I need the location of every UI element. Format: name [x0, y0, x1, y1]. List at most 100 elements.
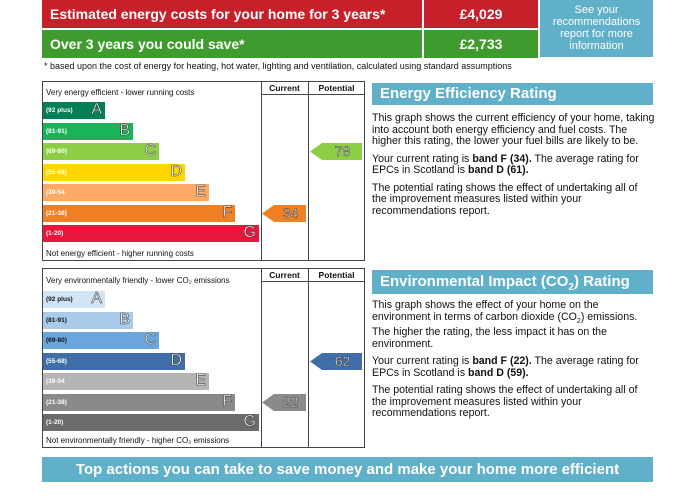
energy-panel-para3: The potential rating shows the effect of… — [372, 181, 638, 217]
band-letter: E — [195, 183, 206, 201]
band-c: (69-80) C — [43, 142, 159, 160]
band-range-label: (1-20) — [46, 230, 64, 237]
band-range-label: (1-20) — [46, 419, 64, 426]
energy-current-header: Current — [269, 83, 300, 93]
energy-panel-body: This graph shows the current efficiency … — [372, 112, 655, 223]
band-letter: G — [243, 413, 256, 431]
energy-potential-header: Potential — [318, 83, 355, 93]
energy-average-band: band D (61). — [467, 164, 529, 176]
band-f: (21-38) F — [43, 392, 235, 411]
band-a: (92 plus) A — [43, 290, 105, 308]
potential-rating-arrow: 78 — [310, 143, 362, 160]
band-g: (1-20) G — [43, 413, 259, 431]
env-panel-heading: Environmental Impact (CO2) Rating — [372, 270, 653, 294]
top-actions-heading: Top actions you can take to save money a… — [42, 457, 653, 482]
energy-panel-heading: Energy Efficiency Rating — [372, 83, 653, 105]
band-a: (92 plus) A — [43, 101, 105, 119]
band-c: (69-80) C — [43, 331, 159, 349]
band-f: (21-38) F — [43, 203, 235, 222]
env-heading-post: ) Rating — [573, 273, 630, 290]
band-g: (1-20) G — [43, 224, 259, 242]
energy-para2-text: Your current rating is — [372, 152, 473, 165]
env-bottom-caption: Not environmentally friendly - higher CO… — [46, 436, 230, 445]
cost-footnote: * based upon the cost of energy for heat… — [44, 61, 512, 71]
band-range-label: (92 plus) — [46, 107, 73, 114]
band-range-label: (92 plus) — [46, 296, 73, 303]
env-chart-divider-2 — [308, 268, 309, 448]
band-e: (39-54 E — [43, 372, 209, 390]
band-range-label: (39-54 — [46, 189, 65, 196]
band-letter: D — [170, 351, 182, 369]
energy-rating-chart — [42, 81, 365, 261]
env-chart-divider-1 — [261, 268, 262, 448]
band-letter: B — [119, 310, 130, 328]
env-para2-mid: The average rating for EPCs in Scotland … — [372, 355, 639, 379]
env-current-header: Current — [269, 270, 300, 280]
energy-panel-para2: Your current rating is band F (34). The … — [372, 152, 655, 177]
cost-row-savings: Over 3 years you could save* £2,733 — [42, 30, 538, 58]
env-para1-pre: This graph shows the effect of your home… — [372, 299, 599, 323]
recommendations-note: See your recommendations report for more… — [540, 0, 653, 57]
env-heading-sub: 2 — [568, 282, 574, 293]
energy-chart-divider-1 — [261, 81, 262, 261]
band-b: (81-91) B — [43, 121, 133, 140]
env-chart-header-line — [261, 281, 365, 282]
band-letter: C — [144, 331, 156, 349]
env-top-caption: Very environmentally friendly - lower CO… — [46, 276, 230, 285]
potential-arrow-polygon — [310, 352, 362, 370]
band-letter: F — [222, 392, 232, 410]
band-letter: B — [119, 121, 130, 139]
env-para2-text: Your current rating is — [372, 355, 473, 368]
potential-arrow-polygon — [310, 143, 362, 160]
energy-top-caption: Very energy efficient - lower running co… — [46, 88, 195, 97]
band-e: (39-54 E — [43, 183, 209, 201]
env-current-band: band F (22). — [472, 355, 532, 368]
savings-label: Over 3 years you could save* — [42, 30, 422, 58]
current-arrow-shape — [262, 204, 306, 222]
potential-rating-value: 62 — [334, 352, 351, 369]
band-range-label: (55-68) — [46, 168, 67, 176]
current-arrow-shape — [262, 393, 306, 411]
potential-rating-value: 78 — [334, 143, 351, 160]
cost-row-estimated: Estimated energy costs for your home for… — [42, 0, 538, 28]
current-rating-arrow: 22 — [262, 393, 306, 411]
band-range-label: (21-38) — [46, 398, 67, 406]
band-letter: A — [91, 101, 102, 119]
energy-panel-para1: This graph shows the current efficiency … — [372, 112, 655, 147]
potential-arrow-shape — [310, 352, 362, 370]
band-d: (55-68) D — [43, 162, 185, 181]
band-d: (55-68) D — [43, 351, 185, 370]
band-letter: E — [195, 372, 206, 390]
current-arrow-polygon — [262, 204, 306, 222]
energy-chart-divider-2 — [308, 81, 309, 261]
env-panel-body: This graph shows the effect of your home… — [372, 299, 655, 426]
env-para1-sub: 2 — [576, 317, 581, 325]
env-panel-para3: The potential rating shows the effect of… — [372, 384, 638, 420]
band-letter: G — [243, 224, 256, 242]
band-range-label: (81-91) — [46, 127, 67, 135]
band-b: (81-91) B — [43, 310, 133, 329]
band-range-label: (69-80) — [46, 337, 67, 344]
band-range-label: (21-38) — [46, 209, 67, 217]
band-range-label: (55-68) — [46, 357, 67, 365]
environmental-rating-chart — [42, 268, 365, 448]
potential-arrow-shape — [310, 143, 362, 160]
band-letter: A — [91, 290, 102, 308]
current-rating-arrow: 34 — [262, 204, 306, 222]
band-letter: F — [222, 203, 232, 221]
band-range-label: (69-80) — [46, 148, 67, 155]
energy-current-band: band F (34). — [472, 152, 532, 165]
env-potential-header: Potential — [318, 270, 355, 280]
savings-value: £2,733 — [424, 30, 538, 58]
env-para1-post: ) emissions. The higher the rating, the … — [372, 310, 638, 350]
band-letter: C — [144, 142, 156, 160]
band-letter: D — [170, 162, 182, 180]
current-rating-value: 34 — [282, 204, 299, 221]
estimated-cost-label: Estimated energy costs for your home for… — [42, 0, 422, 28]
env-panel-para2: Your current rating is band F (22). The … — [372, 355, 655, 379]
energy-bottom-caption: Not energy efficient - higher running co… — [46, 249, 194, 258]
current-rating-value: 22 — [282, 393, 299, 410]
env-heading-pre: Environmental Impact (CO — [380, 273, 569, 290]
estimated-cost-value: £4,029 — [424, 0, 538, 28]
current-arrow-polygon — [262, 393, 306, 411]
